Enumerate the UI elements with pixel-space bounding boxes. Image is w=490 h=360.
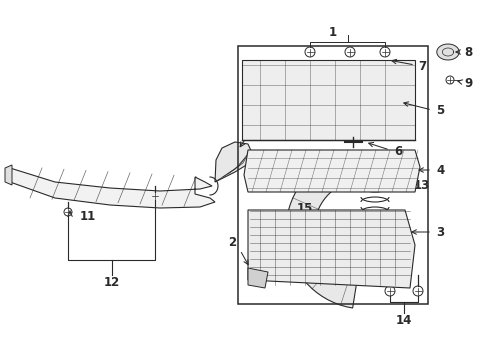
Text: 5: 5 bbox=[436, 104, 444, 117]
Text: 6: 6 bbox=[394, 144, 402, 158]
Text: 7: 7 bbox=[418, 59, 426, 72]
Text: 9: 9 bbox=[464, 77, 472, 90]
Polygon shape bbox=[248, 268, 268, 288]
Text: 15: 15 bbox=[297, 202, 314, 215]
Polygon shape bbox=[10, 168, 215, 208]
Text: 13: 13 bbox=[414, 179, 430, 192]
Text: 3: 3 bbox=[436, 225, 444, 239]
Polygon shape bbox=[242, 60, 415, 140]
Polygon shape bbox=[248, 210, 415, 288]
Text: 12: 12 bbox=[103, 275, 120, 288]
Text: 8: 8 bbox=[464, 45, 472, 59]
Polygon shape bbox=[437, 44, 459, 60]
Bar bbox=[238, 46, 428, 304]
Text: 11: 11 bbox=[80, 210, 96, 222]
Text: 1: 1 bbox=[329, 26, 337, 39]
Polygon shape bbox=[286, 152, 357, 308]
Text: 2: 2 bbox=[228, 235, 236, 248]
Text: 14: 14 bbox=[396, 315, 412, 328]
Text: 10: 10 bbox=[255, 123, 271, 136]
Polygon shape bbox=[244, 150, 420, 192]
Text: 4: 4 bbox=[436, 163, 444, 176]
Polygon shape bbox=[5, 165, 12, 185]
Polygon shape bbox=[215, 142, 252, 182]
